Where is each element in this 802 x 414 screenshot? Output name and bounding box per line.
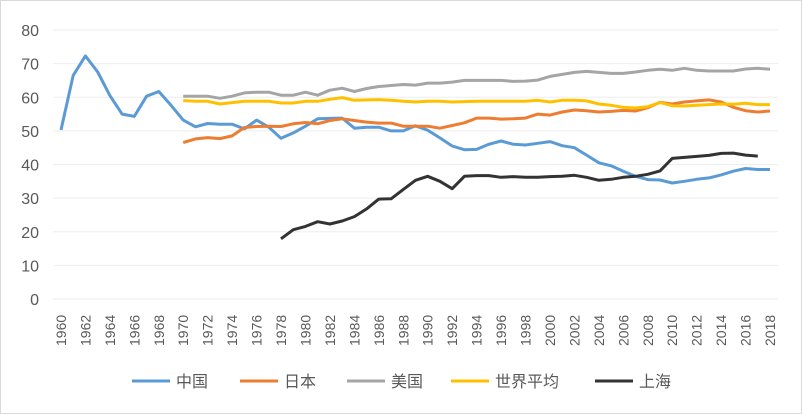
series-line-4 <box>280 151 758 241</box>
y-axis: 0 10 20 30 40 50 60 70 80 <box>21 23 39 309</box>
x-tick-label: 1994 <box>469 315 485 346</box>
y-tick-label: 60 <box>21 90 39 107</box>
x-tick-label: 1978 <box>273 315 289 346</box>
x-tick-label: 1990 <box>420 315 436 346</box>
y-tick-label: 20 <box>21 225 39 242</box>
x-tick-label: 1962 <box>77 315 93 346</box>
y-tick-label: 50 <box>21 124 39 141</box>
legend-item: 日本 <box>240 373 316 391</box>
y-tick-label: 30 <box>21 191 39 208</box>
y-tick-label: 10 <box>21 258 39 275</box>
x-tick-label: 1986 <box>371 315 387 346</box>
x-tick-label: 1966 <box>126 315 142 346</box>
series-lines <box>59 54 771 241</box>
legend-label: 日本 <box>284 373 316 391</box>
x-tick-label: 2008 <box>640 315 656 346</box>
legend-item: 世界平均 <box>451 373 559 391</box>
legend-label: 上海 <box>639 373 671 391</box>
x-tick-label: 1968 <box>151 315 167 346</box>
x-tick-label: 2002 <box>566 315 582 346</box>
x-tick-label: 2012 <box>689 315 705 346</box>
x-tick-label: 1988 <box>395 315 411 346</box>
x-tick-label: 1992 <box>444 315 460 346</box>
y-tick-label: 40 <box>21 158 39 175</box>
x-tick-label: 1976 <box>249 315 265 346</box>
x-tick-label: 2018 <box>762 315 778 346</box>
x-tick-label: 1970 <box>175 315 191 346</box>
gridlines <box>53 29 778 300</box>
x-tick-label: 1964 <box>102 315 118 346</box>
y-tick-label: 0 <box>30 292 39 309</box>
x-tick-label: 1996 <box>493 315 509 346</box>
legend-label: 中国 <box>176 373 208 391</box>
x-tick-label: 2014 <box>713 315 729 346</box>
x-tick-label: 1972 <box>200 315 216 346</box>
legend: 中国 日本 美国 世界平均 上海 <box>132 373 671 391</box>
series-line-3 <box>183 96 770 110</box>
legend-item: 美国 <box>347 373 423 391</box>
x-tick-label: 1960 <box>53 315 69 346</box>
x-tick-label: 2016 <box>738 315 754 346</box>
x-tick-label: 1984 <box>346 315 362 346</box>
x-tick-label: 1980 <box>297 315 313 346</box>
x-tick-label: 1982 <box>322 315 338 346</box>
legend-item: 中国 <box>132 373 208 391</box>
x-tick-label: 1998 <box>518 315 534 346</box>
y-tick-label: 80 <box>21 23 39 40</box>
series-line-1 <box>182 98 771 145</box>
x-tick-label: 2000 <box>542 315 558 346</box>
x-tick-label: 2004 <box>591 315 607 346</box>
x-axis: 1960 1962 1964 1966 1968 1970 1972 1974 1976 1978… <box>53 315 778 346</box>
x-tick-label: 2006 <box>615 315 631 346</box>
series-line-2 <box>183 66 771 100</box>
x-tick-label: 1974 <box>224 315 240 346</box>
legend-label: 世界平均 <box>495 373 559 391</box>
legend-label: 美国 <box>391 373 423 391</box>
y-tick-label: 70 <box>21 57 39 74</box>
series-line-0 <box>59 54 770 185</box>
x-tick-label: 2010 <box>664 315 680 346</box>
legend-item: 上海 <box>595 373 671 391</box>
